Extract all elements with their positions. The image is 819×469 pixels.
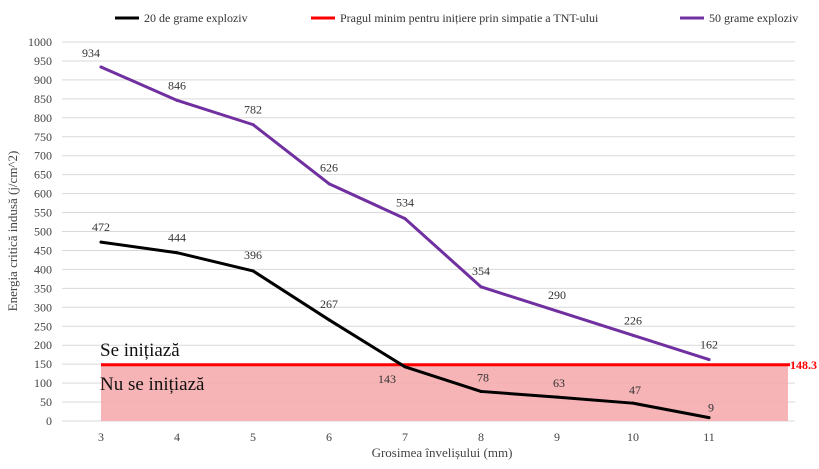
legend-label-50g: 50 grame exploziv [709, 11, 798, 25]
y-tick-label: 250 [34, 319, 52, 333]
x-tick-label: 9 [554, 430, 560, 444]
data-point-50g [327, 182, 331, 186]
y-tick-label: 0 [46, 414, 52, 428]
data-point-50g [99, 65, 103, 69]
y-tick-label: 550 [34, 206, 52, 220]
threshold-value-label: 148.3 [790, 358, 817, 372]
legend: 20 de grame exploziv Pragul minim pentru… [115, 11, 798, 25]
data-label-20g: 63 [553, 376, 565, 390]
data-label-50g: 626 [320, 161, 338, 175]
data-label-20g: 444 [168, 231, 186, 245]
y-tick-label: 150 [34, 357, 52, 371]
legend-label-20g: 20 de grame exploziv [144, 11, 248, 25]
grid-layer [62, 41, 795, 422]
y-tick-label: 500 [34, 225, 52, 239]
y-axis-title: Energia critică indusă (j/cm^2) [5, 151, 20, 312]
data-point-20g [631, 401, 635, 405]
x-tick-label: 6 [326, 430, 332, 444]
data-label-50g: 846 [168, 78, 186, 92]
axis-layer: 0 50 100 150 200 250 300 350 400 450 500 550 600 650 7… [28, 35, 715, 444]
data-label-20g: 78 [477, 370, 489, 384]
data-point-50g [631, 333, 635, 337]
y-tick-label: 400 [34, 262, 52, 276]
data-label-50g: 934 [82, 46, 100, 60]
data-point-50g [175, 98, 179, 102]
y-tick-label: 850 [34, 92, 52, 106]
y-tick-label: 600 [34, 187, 52, 201]
y-tick-label: 50 [40, 395, 52, 409]
data-point-20g [555, 395, 559, 399]
data-point-20g [175, 251, 179, 255]
data-label-20g: 47 [629, 383, 641, 397]
x-tick-label: 5 [250, 430, 256, 444]
data-point-20g [327, 318, 331, 322]
legend-label-threshold: Pragul minim pentru inițiere prin simpat… [340, 11, 599, 25]
data-label-20g: 396 [244, 248, 262, 262]
y-tick-label: 300 [34, 300, 52, 314]
y-tick-label: 450 [34, 243, 52, 257]
x-tick-label: 3 [98, 430, 104, 444]
x-tick-label: 4 [174, 430, 180, 444]
y-tick-label: 950 [34, 54, 52, 68]
data-label-50g: 162 [700, 338, 718, 352]
y-tick-label: 200 [34, 338, 52, 352]
x-tick-label: 11 [703, 430, 715, 444]
x-tick-label: 10 [627, 430, 639, 444]
data-point-50g [403, 217, 407, 221]
data-point-20g [403, 365, 407, 369]
data-label-20g: 472 [92, 220, 110, 234]
y-tick-label: 700 [34, 149, 52, 163]
x-tick-label: 8 [478, 430, 484, 444]
data-point-20g [707, 416, 711, 420]
data-point-50g [555, 309, 559, 313]
region-label-not-initiates: Nu se inițiază [100, 374, 205, 395]
data-label-50g: 354 [472, 264, 490, 278]
data-point-50g [707, 358, 711, 362]
data-label-50g: 782 [244, 103, 262, 117]
label-layer: 148.3 472 444 396 267 143 78 63 47 9 934 846 782 626 5… [82, 46, 817, 415]
x-tick-label: 7 [402, 430, 408, 444]
data-label-50g: 290 [548, 288, 566, 302]
y-tick-label: 650 [34, 168, 52, 182]
series-line-50g [99, 65, 711, 362]
data-point-50g [479, 285, 483, 289]
data-point-50g [251, 123, 255, 127]
data-point-20g [251, 269, 255, 273]
data-label-20g: 143 [378, 372, 396, 386]
y-tick-label: 800 [34, 111, 52, 125]
data-label-20g: 9 [708, 401, 714, 415]
y-tick-label: 350 [34, 281, 52, 295]
data-point-20g [99, 240, 103, 244]
data-label-20g: 267 [320, 297, 338, 311]
y-tick-label: 100 [34, 376, 52, 390]
data-label-50g: 226 [624, 313, 642, 327]
data-point-20g [479, 389, 483, 393]
data-label-50g: 534 [396, 196, 414, 210]
y-tick-label: 750 [34, 130, 52, 144]
y-tick-label: 900 [34, 73, 52, 87]
x-axis-title: Grosimea învelișului (mm) [372, 445, 513, 460]
y-tick-label: 1000 [28, 35, 52, 49]
series-layer [99, 65, 790, 420]
region-label-initiates: Se inițiază [100, 340, 180, 361]
